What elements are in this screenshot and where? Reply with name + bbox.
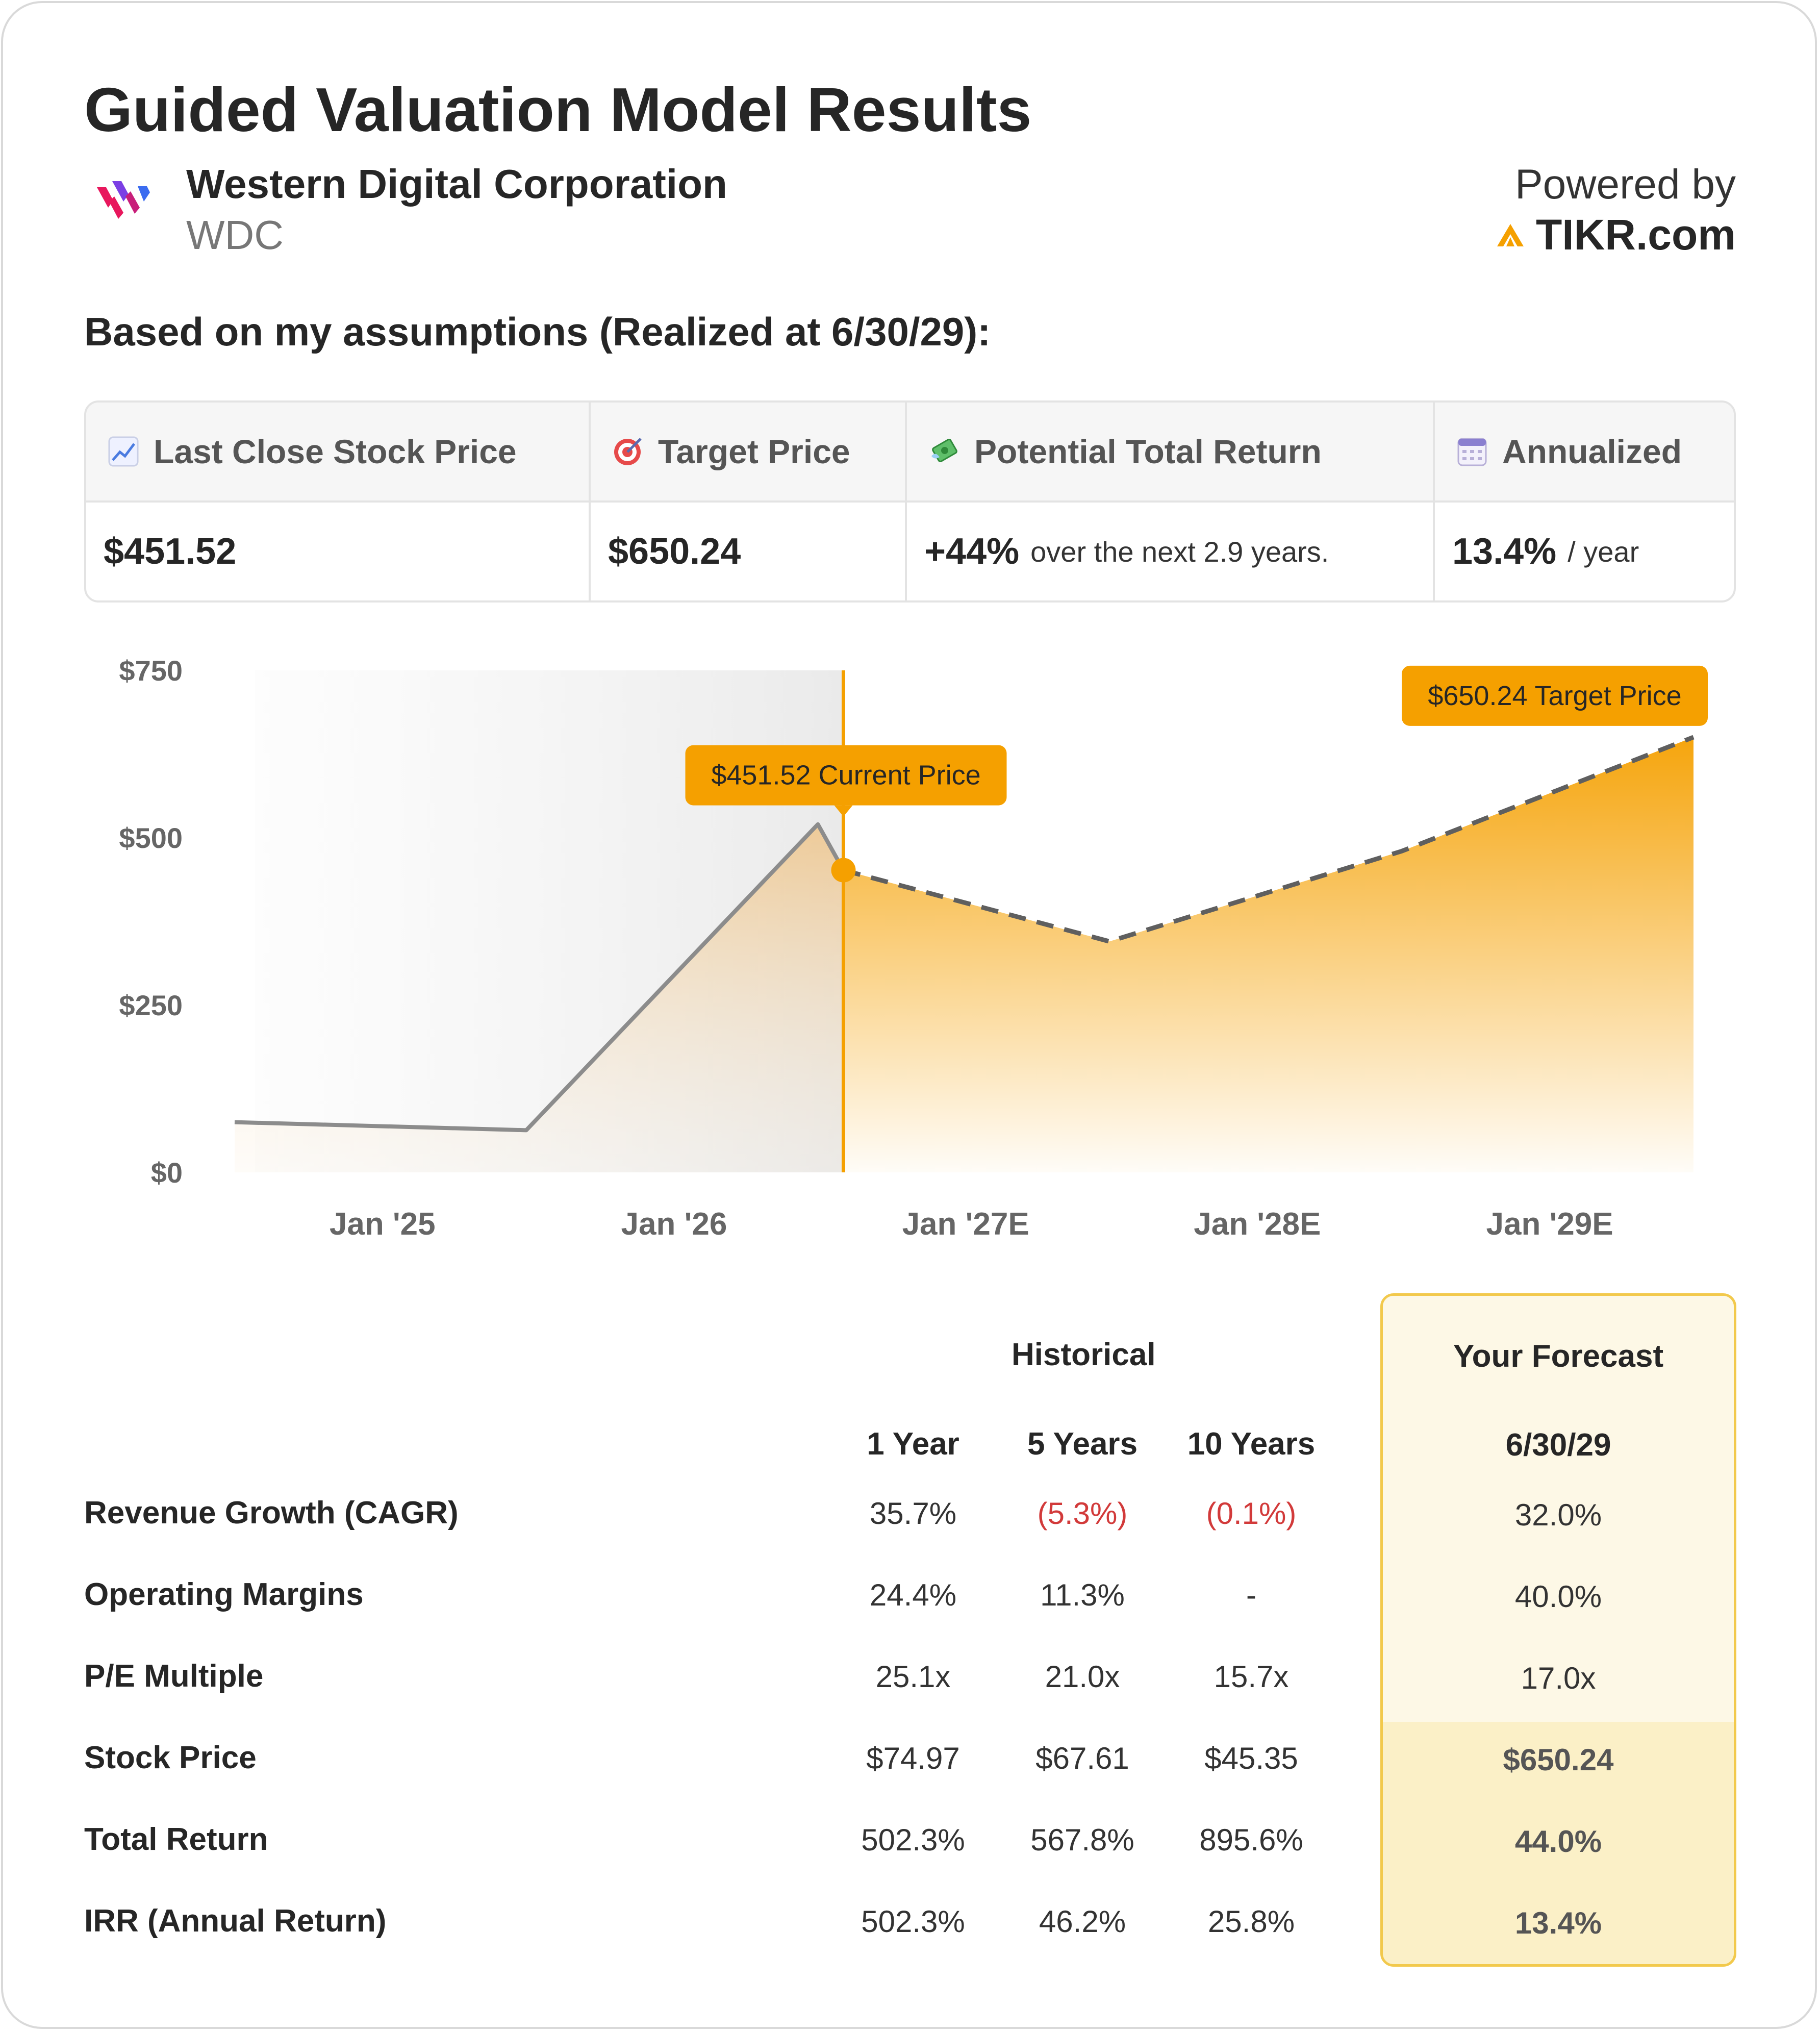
- last-close-value: $451.52: [104, 531, 237, 572]
- target-price-value: $650.24: [589, 503, 905, 600]
- forecast-area: [843, 737, 1693, 1172]
- forecast-header: Your Forecast: [1453, 1339, 1664, 1374]
- stock-price-forecast: $650.24: [1503, 1743, 1614, 1777]
- page-title: Guided Valuation Model Results: [84, 75, 1032, 144]
- historical-header: Historical: [1012, 1337, 1156, 1372]
- stock-price-10y: $45.35: [1204, 1741, 1298, 1775]
- stat-header-last-close: Last Close Stock Price: [86, 403, 589, 503]
- row-label-total-return: Total Return: [84, 1822, 268, 1857]
- forecast-assumptions-bg: [1383, 1296, 1734, 1722]
- column-header-5-years: 5 Years: [1027, 1426, 1138, 1462]
- revenue-growth-1y: 35.7%: [869, 1496, 957, 1531]
- powered-by-label: Powered by: [1514, 161, 1736, 208]
- pe-multiple-1y: 25.1x: [875, 1660, 951, 1694]
- stat-header-label: Potential Total Return: [974, 433, 1322, 470]
- annualized-value: 13.4%: [1452, 531, 1557, 572]
- wdc-logo: [97, 181, 150, 219]
- y-tick-label: $0: [151, 1157, 183, 1189]
- total-return-5y: 567.8%: [1030, 1823, 1134, 1857]
- x-tick-label: Jan '29E: [1486, 1207, 1613, 1242]
- revenue-growth-10y: (0.1%): [1206, 1496, 1297, 1531]
- stat-header-label: Target Price: [658, 433, 850, 470]
- annualized-unit: / year: [1568, 535, 1639, 568]
- operating-margins-10y: -: [1246, 1578, 1256, 1612]
- forecast-results-bg: [1383, 1722, 1734, 1964]
- total-return-cell: +44% over the next 2.9 years.: [905, 503, 1433, 600]
- current-price-label-pointer: [834, 805, 853, 817]
- forecast-column: [1380, 1293, 1736, 1967]
- tikr-logo-icon: [1497, 223, 1524, 246]
- operating-margins-forecast: 40.0%: [1514, 1579, 1602, 1614]
- column-header-1-year: 1 Year: [867, 1426, 959, 1462]
- historical-area: [235, 824, 844, 1172]
- company-name: Western Digital Corporation: [186, 161, 727, 207]
- row-label-stock-price: Stock Price: [84, 1740, 257, 1775]
- stat-header-label: Annualized: [1502, 433, 1682, 470]
- x-tick-label: Jan '25: [330, 1207, 436, 1242]
- revenue-growth-forecast: 32.0%: [1514, 1498, 1602, 1532]
- y-tick-label: $750: [119, 655, 183, 687]
- stat-header-label: Last Close Stock Price: [154, 433, 517, 470]
- stat-header-total-return: Potential Total Return: [905, 403, 1433, 503]
- ticker-symbol: WDC: [186, 212, 284, 258]
- irr-10y: 25.8%: [1207, 1904, 1295, 1939]
- x-tick-label: Jan '28E: [1194, 1207, 1321, 1242]
- current-price-label: $451.52 Current Price: [711, 760, 980, 791]
- money-with-wings-icon: [931, 438, 957, 463]
- calendar-icon: [1457, 438, 1487, 466]
- pe-multiple-forecast: 17.0x: [1521, 1661, 1596, 1695]
- x-tick-label: Jan '27E: [902, 1207, 1029, 1242]
- row-label-operating-margins: Operating Margins: [84, 1577, 364, 1612]
- current-price-label-bg: [685, 745, 1007, 806]
- pe-multiple-5y: 21.0x: [1045, 1660, 1120, 1694]
- y-tick-label: $250: [119, 989, 183, 1021]
- current-price-marker: [831, 858, 856, 883]
- pe-multiple-10y: 15.7x: [1214, 1660, 1289, 1694]
- chart-increasing-icon: [108, 436, 139, 467]
- assumptions-heading: Based on my assumptions (Realized at 6/3…: [84, 309, 991, 354]
- forecast-date-header: 6/30/29: [1505, 1427, 1611, 1463]
- summary-stats-table: Last Close Stock Price Target Price Pote…: [84, 400, 1736, 603]
- y-tick-label: $500: [119, 822, 183, 854]
- irr-5y: 46.2%: [1039, 1904, 1126, 1939]
- total-return-10y: 895.6%: [1199, 1823, 1303, 1857]
- x-tick-label: Jan '26: [621, 1207, 727, 1242]
- total-return-note: over the next 2.9 years.: [1030, 535, 1329, 568]
- operating-margins-1y: 24.4%: [869, 1578, 957, 1612]
- target-price-label-bg: [1402, 665, 1708, 726]
- stock-price-1y: $74.97: [866, 1741, 960, 1775]
- target-price-label: $650.24 Target Price: [1428, 681, 1681, 711]
- tikr-brand[interactable]: TIKR.com: [1497, 210, 1736, 260]
- total-return-value: +44%: [924, 531, 1020, 572]
- operating-margins-5y: 11.3%: [1040, 1578, 1125, 1612]
- stat-header-annualized: Annualized: [1433, 403, 1734, 503]
- irr-forecast: 13.4%: [1514, 1906, 1602, 1940]
- target-icon: [614, 438, 642, 465]
- total-return-1y: 502.3%: [861, 1823, 965, 1857]
- row-label-revenue-growth: Revenue Growth (CAGR): [84, 1495, 459, 1531]
- row-label-pe-multiple: P/E Multiple: [84, 1659, 264, 1694]
- stock-price-5y: $67.61: [1035, 1741, 1129, 1775]
- total-return-forecast: 44.0%: [1514, 1824, 1602, 1859]
- stat-header-target-price: Target Price: [589, 403, 905, 503]
- revenue-growth-5y: (5.3%): [1037, 1496, 1128, 1531]
- price-chart: $750 $500 $250 $0 Jan '25 Jan '26 Jan '27E Jan …: [119, 655, 1708, 1242]
- row-label-irr: IRR (Annual Return): [84, 1903, 387, 1939]
- historical-price-line: [234, 822, 845, 1133]
- column-header-10-years: 10 Years: [1187, 1426, 1316, 1462]
- irr-1y: 502.3%: [861, 1904, 965, 1939]
- annualized-cell: 13.4% / year: [1433, 503, 1734, 600]
- tikr-brand-text: TIKR.com: [1535, 211, 1736, 259]
